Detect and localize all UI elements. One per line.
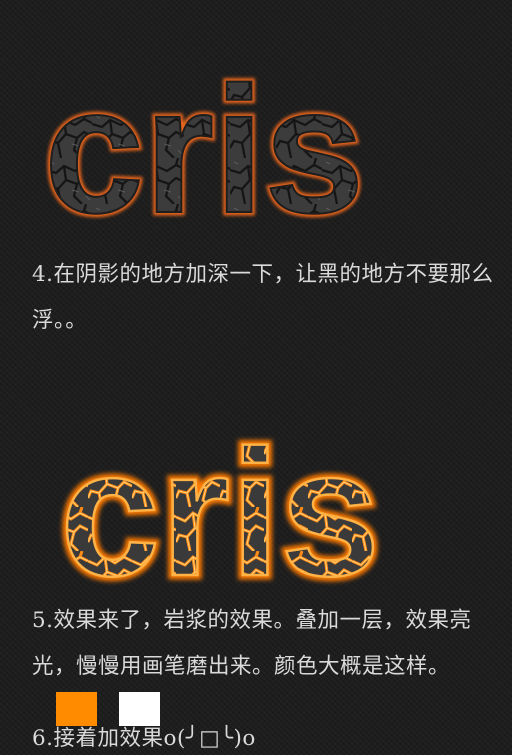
rock-text-rim: cris: [44, 50, 364, 230]
step-4-text: 4.在阴影的地方加深一下，让黑的地方不要那么浮。。: [32, 262, 494, 333]
rock-text-fill: cris: [44, 50, 364, 230]
step-6-text: 6.接着加效果o(╯□╰)o: [32, 726, 256, 751]
lava-text-glow: cris: [60, 413, 380, 595]
step-5-text: 5.效果来了，岩浆的效果。叠加一层，效果亮光，慢慢用画笔磨出来。颜色大概是这样。: [32, 608, 472, 679]
rock-text-image-top: cris cris: [0, 20, 512, 231]
color-swatch-white: [119, 692, 160, 726]
color-swatch-orange: [56, 692, 97, 726]
lava-text-image: cris cris: [0, 375, 512, 596]
lava-text-fill: cris: [60, 413, 380, 595]
